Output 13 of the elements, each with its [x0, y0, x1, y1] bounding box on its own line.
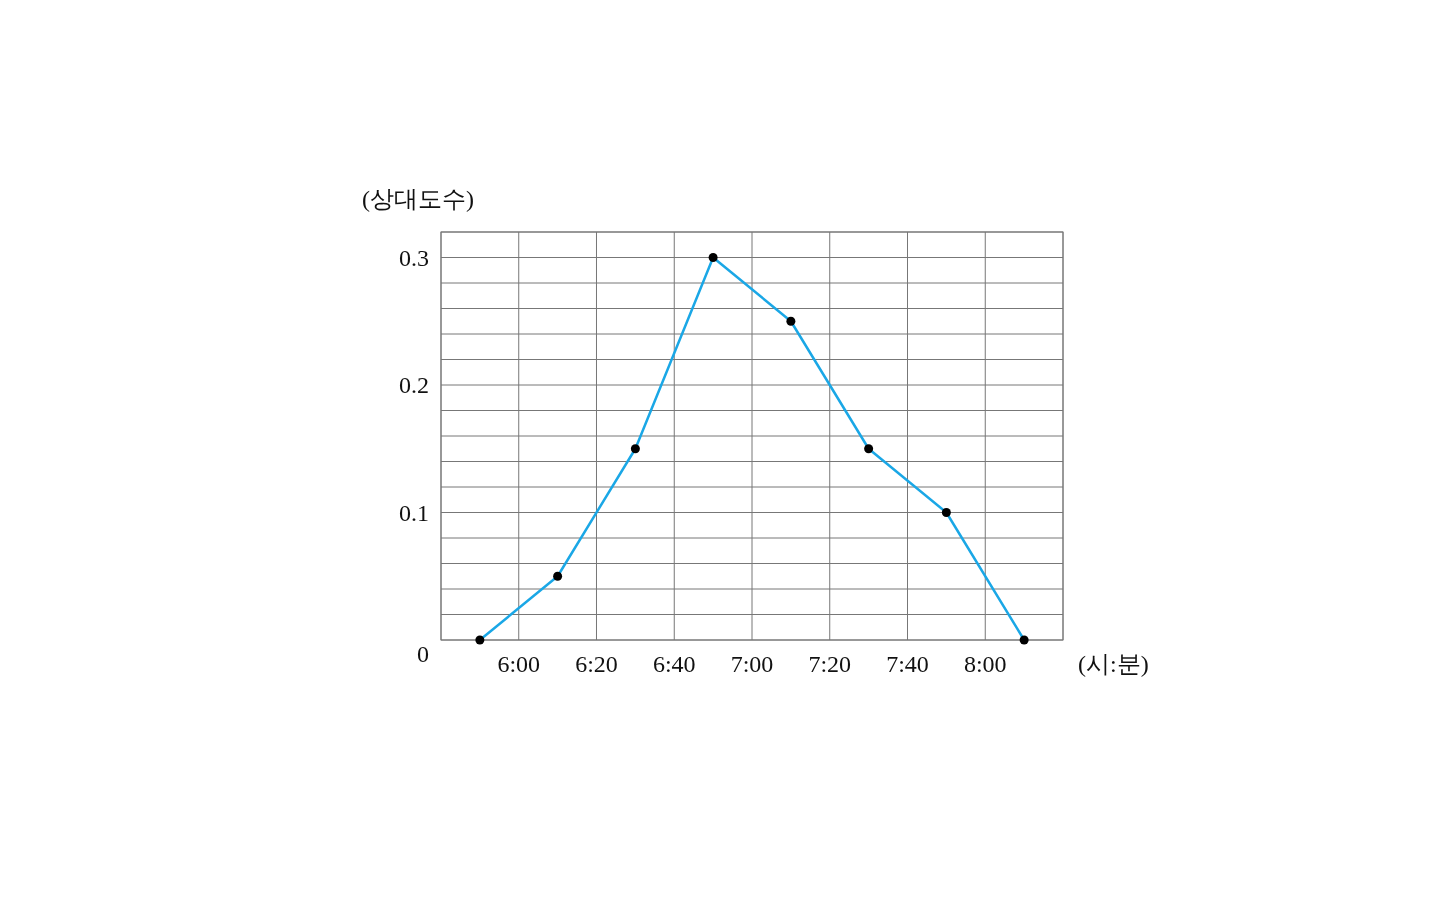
ylabel: (상대도수) — [362, 186, 474, 212]
ytick: 0 — [417, 641, 429, 667]
ytick: 0.1 — [399, 499, 429, 526]
xtick: 7:40 — [886, 651, 929, 677]
xtick: 8:00 — [963, 651, 1007, 677]
ytick: 0.3 — [399, 244, 429, 271]
xtick: 6:00 — [497, 651, 541, 677]
xtick: 7:00 — [730, 651, 774, 677]
ytick: 0.2 — [399, 372, 429, 398]
xlabel: (시:분) — [1078, 651, 1149, 677]
xtick: 7:20 — [808, 651, 852, 677]
xtick: 6:40 — [652, 651, 696, 677]
xtick: 6:20 — [575, 651, 618, 677]
